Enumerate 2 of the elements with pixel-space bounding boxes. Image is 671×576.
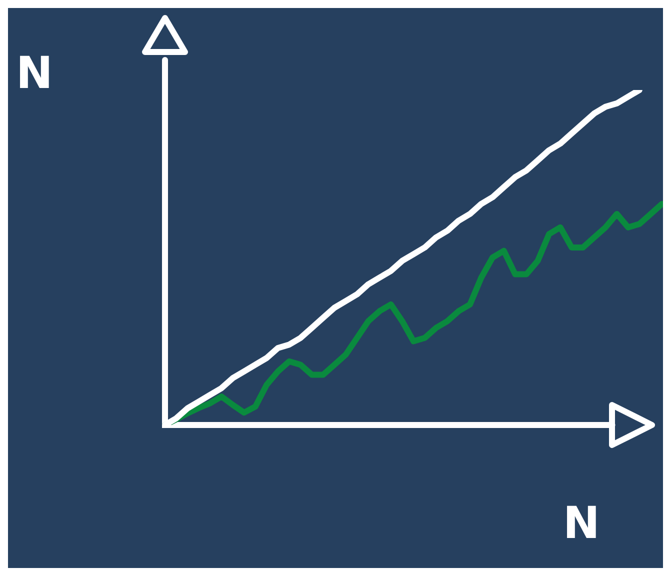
y-axis-title: N (16, 48, 53, 99)
x-axis-title: N (563, 498, 600, 549)
